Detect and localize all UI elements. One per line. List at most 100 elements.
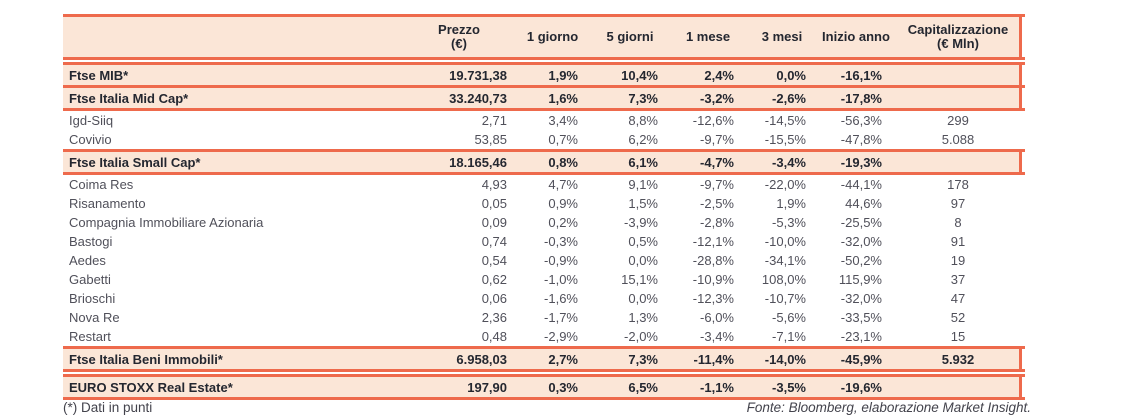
cell-g5: 10,4% [621,67,658,83]
cell-prezzo: 2,36 [481,310,507,325]
stock-row: Risanamento 0,05 0,9% 1,5% -2,5% 1,9% 44,6% 97 [63,194,1022,213]
cell-g5: 1,3% [628,310,658,325]
section-rule [63,172,1025,175]
stock-row: Brioschi 0,06 -1,6% 0,0% -12,3% -10,7% -32,0% 4… [63,289,1022,308]
cell-name: Ftse Italia Small Cap* [69,154,201,170]
section-gap [63,372,1025,374]
cell-m3: -3,4% [772,154,806,170]
cell-prezzo: 33.240,73 [449,90,507,106]
cell-m1: -12,1% [692,234,734,249]
cell-m1: -3,4% [700,329,734,344]
cell-m3: -34,1% [764,253,806,268]
column-header-prezzo: Prezzo (€) [403,17,515,57]
column-label: Prezzo [438,22,480,37]
cell-ytd: -45,9% [840,351,882,367]
section-gap [63,60,1025,62]
cell-g5: 8,8% [628,113,658,128]
cell-m1: -9,7% [700,132,734,147]
stock-row: Gabetti 0,62 -1,0% 15,1% -10,9% 108,0% 115,9% 3… [63,270,1022,289]
cell-g1: 0,7% [548,132,578,147]
section-rule [63,108,1025,111]
cell-cap: 19 [950,253,966,268]
table-top-rule [63,14,1025,17]
cell-m1: 2,4% [704,67,734,83]
cell-m3: -10,0% [764,234,806,249]
column-label: 3 mesi [761,29,803,44]
cell-g1: -1,6% [544,291,578,306]
cell-m3: -14,0% [764,351,806,367]
cell-prezzo: 0,54 [481,253,507,268]
column-sublabel: (€) [451,36,467,51]
cell-ytd: -23,1% [840,329,882,344]
cell-ytd: -19,3% [840,154,882,170]
column-label: 1 giorno [526,29,579,44]
column-header-m1: 1 mese [670,17,746,57]
section-rule [63,374,1025,377]
cell-cap: 15 [950,329,966,344]
cell-m1: -11,4% [693,351,734,367]
section-rule [63,62,1025,65]
section-rule [63,149,1025,152]
cell-prezzo: 0,62 [481,272,507,287]
cell-g1: -0,9% [544,253,578,268]
cell-g1: 3,4% [548,113,578,128]
cell-cap: 52 [950,310,966,325]
cell-prezzo: 0,09 [481,215,507,230]
column-header-ytd: Inizio anno [818,17,894,57]
cell-cap: 8 [954,215,962,230]
cell-m1: -1,1% [700,379,734,395]
column-sublabel: (€ Mln) [937,36,979,51]
index-row: EURO STOXX Real Estate* 197,90 0,3% 6,5% -1,… [63,377,1022,397]
cell-ytd: -44,1% [840,177,882,192]
cell-prezzo: 19.731,38 [449,67,507,83]
cell-name: Aedes [69,253,106,268]
cell-cap: 37 [950,272,966,287]
cell-name: Coima Res [69,177,134,192]
cell-ytd: -32,0% [840,291,882,306]
cell-m3: -10,7% [764,291,806,306]
cell-name: Igd-Siiq [69,113,114,128]
column-header-blank [63,17,403,57]
stock-row: Restart 0,48 -2,9% -2,0% -3,4% -7,1% -23,1% 15 [63,327,1022,346]
cell-prezzo: 197,90 [467,379,507,395]
section-rule [63,397,1025,400]
section-rule [63,369,1025,372]
cell-name: Ftse Italia Beni Immobili* [69,351,223,367]
cell-ytd: -32,0% [840,234,882,249]
cell-g5: 7,3% [628,90,658,106]
cell-g1: 0,2% [548,215,578,230]
index-row: Ftse MIB* 19.731,38 1,9% 10,4% 2,4% 0,0% -16,1… [63,65,1022,85]
cell-g5: 0,0% [628,291,658,306]
cell-cap: 299 [947,113,969,128]
cell-m3: -3,5% [772,379,806,395]
section-rule [63,57,1025,60]
cell-ytd: -16,1% [840,67,882,83]
column-label: Capitalizzazione [907,22,1009,37]
cell-prezzo: 2,71 [481,113,507,128]
cell-ytd: 115,9% [838,272,882,287]
cell-g5: -2,0% [624,329,658,344]
cell-name: Bastogi [69,234,113,249]
cell-g1: 1,6% [548,90,578,106]
cell-prezzo: 0,48 [481,329,507,344]
section-rule [63,346,1025,349]
cell-g5: 6,2% [628,132,658,147]
cell-prezzo: 0,06 [481,291,507,306]
cell-cap: 47 [950,291,966,306]
cell-m1: -9,7% [700,177,734,192]
cell-ytd: -19,6% [840,379,882,395]
cell-m3: 0,0% [776,67,806,83]
cell-g1: 0,3% [548,379,578,395]
cell-m3: -7,1% [772,329,806,344]
cell-g5: 0,0% [628,253,658,268]
cell-g1: 0,9% [548,196,578,211]
cell-g5: 1,5% [628,196,658,211]
cell-ytd: -25,5% [840,215,882,230]
column-label: 1 mese [685,29,731,44]
cell-m3: -15,5% [764,132,806,147]
column-header-g1: 1 giorno [515,17,590,57]
stock-row: Bastogi 0,74 -0,3% 0,5% -12,1% -10,0% -32,0% 91 [63,232,1022,251]
stock-row: Compagnia Immobiliare Azionaria 0,09 0,2% -… [63,213,1022,232]
table-footer: (*) Dati in punti Fonte: Bloomberg, elab… [63,400,1031,415]
cell-m1: -28,8% [692,253,734,268]
